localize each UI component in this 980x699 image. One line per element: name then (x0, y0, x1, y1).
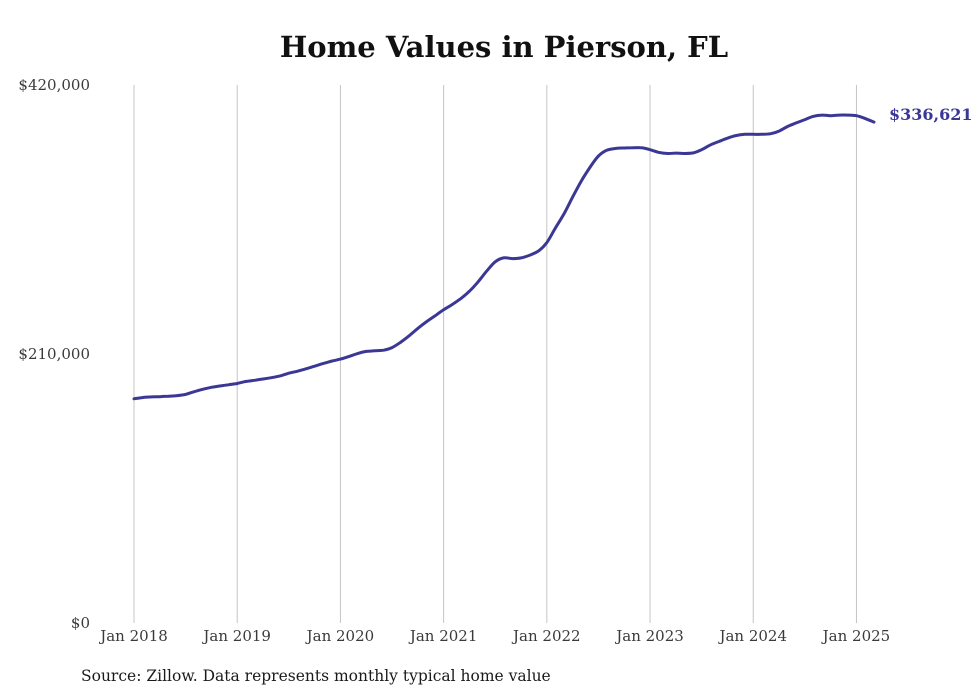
y-tick-label: $0 (71, 614, 90, 632)
end-value-label: $336,621 (889, 105, 973, 124)
source-note: Source: Zillow. Data represents monthly … (81, 667, 551, 685)
y-tick-label: $420,000 (18, 76, 90, 94)
chart-title: Home Values in Pierson, FL (279, 30, 729, 64)
series-layer (132, 113, 876, 401)
x-axis-ticks: Jan 2018 Jan 2019 Jan 2020 Jan 2021 Jan 2022… (98, 627, 890, 645)
y-tick-label: $210,000 (18, 345, 90, 363)
data-labels: $336,621 (889, 105, 973, 124)
x-tick-label: Jan 2018 (98, 627, 168, 645)
y-axis-ticks: $0 $210,000 $420,000 (18, 76, 90, 632)
x-tick-label: Jan 2022 (511, 627, 581, 645)
x-tick-label: Jan 2019 (201, 627, 271, 645)
x-tick-label: Jan 2020 (305, 627, 375, 645)
x-tick-label: Jan 2023 (614, 627, 684, 645)
x-tick-label: Jan 2024 (717, 627, 787, 645)
x-tick-label: Jan 2021 (408, 627, 478, 645)
x-tick-label: Jan 2025 (821, 627, 891, 645)
gridlines (133, 85, 857, 623)
series-line (132, 113, 876, 401)
